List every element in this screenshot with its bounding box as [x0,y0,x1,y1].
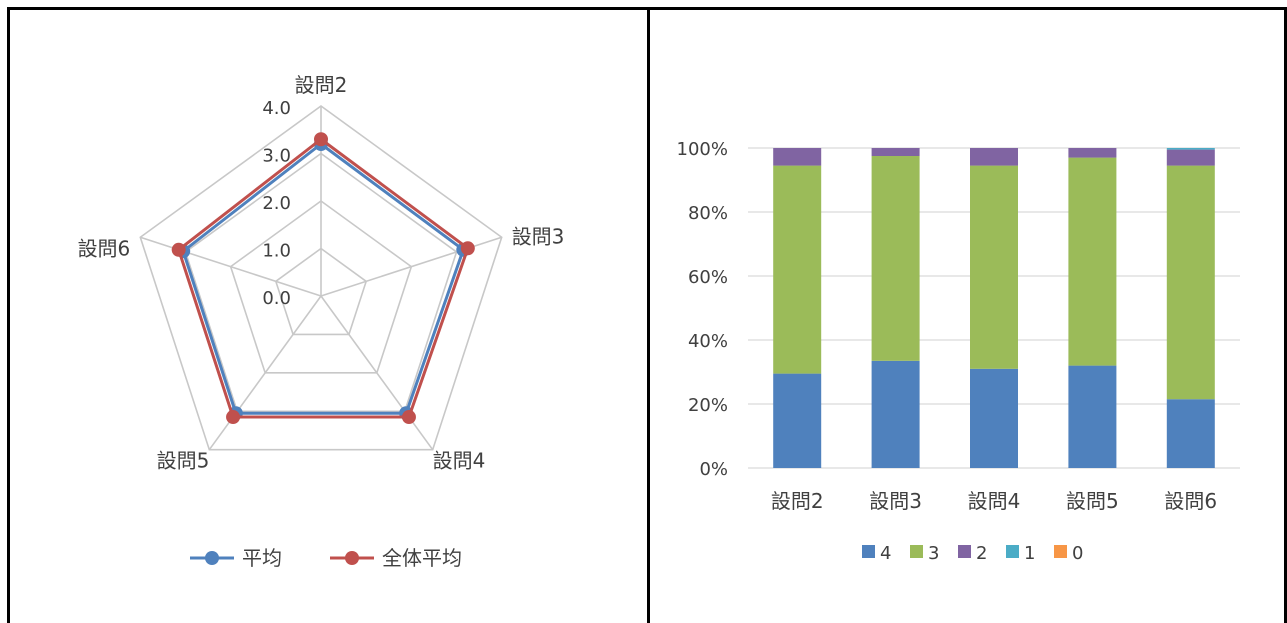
radar-axis-label: 設問3 [512,224,565,248]
bar-segment [871,360,920,468]
radar-series-line [181,142,466,415]
bar-segment [871,148,920,156]
bar-segment [1068,157,1117,366]
bar-segment [1166,399,1215,468]
bar-legend-label: 0 [1072,543,1083,564]
bar-segment [1068,148,1117,158]
bar-segment [970,165,1018,369]
radar-point [226,410,241,425]
radar-grid-ring [274,247,368,336]
stacked-bar-chart [748,147,1240,558]
radar-tick-label: 0.0 [262,288,291,309]
bar-x-tick-label: 設問5 [1066,489,1119,513]
radar-point [171,242,186,257]
radar-axis-label: 設問5 [157,449,210,473]
radar-spoke [320,295,434,451]
radar-legend-marker [205,551,219,565]
bar-x-tick-label: 設問6 [1164,489,1217,513]
bar-segment [1166,148,1215,150]
radar-grid-ring [184,152,458,413]
bar-legend-swatch [1054,545,1067,558]
radar-chart-panel [7,7,647,623]
bar-y-tick-label: 20% [688,395,728,416]
bar-segment [970,148,1018,166]
bar-y-tick-label: 80% [688,203,728,224]
radar-point [314,132,328,147]
bar-legend-label: 1 [1024,543,1035,564]
bar-segment [871,156,920,361]
bar-segment [1068,365,1117,468]
radar-spoke [320,236,502,297]
radar-spoke [140,236,322,297]
bar-y-tick-label: 60% [688,267,728,288]
radar-tick-label: 1.0 [262,241,291,262]
stacked-bar-chart-panel [647,7,1287,623]
radar-tick-label: 4.0 [262,98,291,119]
bar-x-tick-label: 設問3 [869,489,922,513]
radar-point [460,241,475,256]
bar-segment [773,373,822,468]
radar-legend-label: 平均 [242,546,282,570]
bar-segment [773,165,822,374]
radar-series-line [176,137,470,419]
bar-x-tick-label: 設問2 [771,489,824,513]
radar-grid-ring [229,200,413,374]
bar-segment [970,368,1018,468]
bar-y-tick-label: 0% [699,459,728,480]
bar-segment [1166,165,1215,400]
radar-tick-label: 3.0 [262,146,291,167]
bar-legend-swatch [958,545,971,558]
bar-legend-swatch [910,545,923,558]
bar-segment [773,148,822,166]
radar-point [401,410,416,425]
radar-legend-marker [345,551,359,565]
bar-legend-swatch [1006,545,1019,558]
bar-legend-label: 2 [976,543,987,564]
radar-chart [139,105,503,565]
bar-y-tick-label: 40% [688,331,728,352]
bar-legend-label: 3 [928,543,939,564]
bar-legend-label: 4 [880,543,891,564]
radar-grid-ring [139,105,503,451]
bar-x-tick-label: 設問4 [968,489,1021,513]
radar-spoke [208,295,322,451]
radar-axis-label: 設問4 [433,449,486,473]
radar-axis-label: 設問6 [78,236,131,260]
bar-segment [1166,149,1215,166]
bar-legend-swatch [862,545,875,558]
radar-axis-label: 設問2 [295,73,348,97]
radar-tick-label: 2.0 [262,193,291,214]
bar-y-tick-label: 100% [677,139,728,160]
radar-legend-label: 全体平均 [382,546,462,570]
